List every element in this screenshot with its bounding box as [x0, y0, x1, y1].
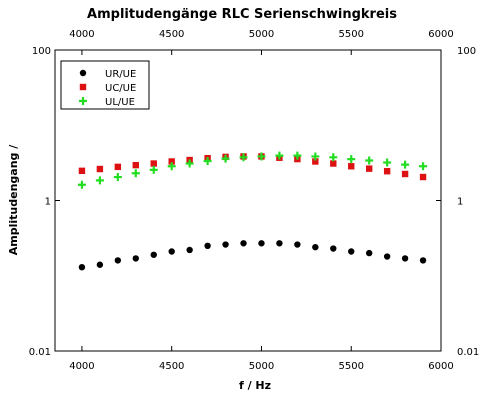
- legend-box: [60, 60, 150, 110]
- x-tick-label-top: 4500: [159, 29, 184, 40]
- axis-ticks: 4000 4000 4500 4500 5000 5000 5500 5500 6000 6000…: [29, 29, 480, 372]
- data-point: [348, 163, 355, 170]
- y-axis-label: Amplitudengang /: [7, 144, 20, 255]
- data-point: [77, 180, 86, 189]
- x-tick-label-bottom: 4500: [159, 361, 184, 372]
- data-point: [401, 160, 410, 169]
- legend-marker: [79, 69, 87, 77]
- x-tick-label-bottom: 6000: [428, 361, 453, 372]
- legend-marker: [79, 97, 87, 105]
- x-axis-label: f / Hz: [239, 379, 271, 392]
- data-point: [222, 241, 229, 248]
- data-point: [311, 152, 320, 161]
- data-point: [96, 165, 104, 173]
- data-point: [401, 255, 409, 262]
- data-point: [401, 170, 409, 178]
- series-ur-ue: [78, 240, 427, 271]
- data-point: [150, 251, 157, 258]
- data-point: [240, 240, 247, 247]
- legend-label: UL/UE: [105, 97, 135, 108]
- data-point: [383, 158, 392, 167]
- legend-marker: [79, 83, 87, 91]
- data-point: [312, 158, 319, 165]
- data-point: [96, 261, 104, 268]
- data-point: [186, 246, 193, 254]
- data-point: [419, 173, 427, 181]
- data-point: [275, 151, 284, 160]
- data-point: [95, 176, 104, 185]
- series-ul-ue: [77, 151, 428, 189]
- data-point: [221, 154, 230, 163]
- data-point: [329, 153, 338, 162]
- chart-title: Amplitudengänge RLC Serienschwingkreis: [87, 7, 397, 22]
- data-point: [113, 173, 122, 182]
- data-point: [167, 162, 176, 171]
- data-point: [365, 156, 374, 165]
- data-point: [365, 249, 373, 257]
- data-point: [419, 257, 427, 264]
- y-tick-label-right: 100: [457, 46, 476, 57]
- y-tick-label-left: 0.01: [29, 347, 51, 358]
- data-point: [114, 257, 122, 264]
- x-tick-label-top: 6000: [428, 29, 453, 40]
- legend-label: UR/UE: [105, 69, 136, 80]
- data-point: [168, 248, 175, 255]
- legend-label: UC/UE: [105, 83, 136, 94]
- y-tick-label-right: 1: [457, 197, 463, 208]
- data-point: [276, 240, 283, 247]
- data-point: [348, 248, 355, 255]
- data-point: [239, 153, 248, 162]
- data-point: [383, 253, 391, 260]
- data-point: [330, 245, 337, 252]
- data-point: [204, 242, 211, 250]
- data-point: [293, 151, 302, 160]
- data-point: [330, 160, 337, 167]
- data-point: [294, 241, 301, 248]
- y-tick-label-left: 100: [32, 46, 51, 57]
- data-point: [78, 263, 86, 271]
- x-tick-label-top: 5500: [339, 29, 364, 40]
- data-point: [365, 165, 373, 172]
- data-point: [149, 165, 158, 174]
- data-point: [78, 167, 86, 175]
- x-tick-label-bottom: 5000: [249, 361, 274, 372]
- data-point: [150, 160, 157, 167]
- data-point: [131, 169, 140, 178]
- data-point: [114, 163, 122, 171]
- data-point: [203, 156, 212, 165]
- data-point: [347, 155, 356, 164]
- y-tick-label-right: 0.01: [457, 347, 479, 358]
- x-tick-label-bottom: 4000: [69, 361, 94, 372]
- data-point: [185, 159, 194, 168]
- legend: UR/UE UC/UE UL/UE: [60, 60, 150, 110]
- data-point: [258, 240, 265, 247]
- y-tick-label-left: 1: [45, 197, 51, 208]
- x-tick-label-top: 4000: [69, 29, 94, 40]
- data-point: [312, 243, 319, 251]
- data-marks: [77, 151, 428, 271]
- data-point: [383, 168, 391, 175]
- data-point: [132, 255, 139, 262]
- x-tick-label-top: 5000: [249, 29, 274, 40]
- data-point: [419, 162, 428, 171]
- x-tick-label-bottom: 5500: [339, 361, 364, 372]
- data-point: [257, 152, 266, 161]
- data-point: [132, 161, 139, 169]
- data-point: [168, 158, 175, 165]
